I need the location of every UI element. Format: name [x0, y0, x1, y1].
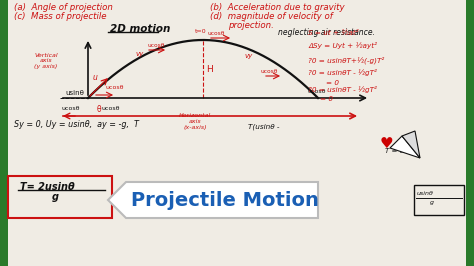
Text: ucosθ: ucosθ: [308, 89, 327, 94]
Text: ucosθ: ucosθ: [148, 43, 165, 48]
Text: T= 2usinθ: T= 2usinθ: [20, 182, 75, 192]
Text: = 0: = 0: [320, 96, 333, 102]
Text: vy: vy: [136, 51, 144, 57]
Text: ?0 = usinθT - ½gT²: ?0 = usinθT - ½gT²: [308, 86, 377, 93]
Text: Sy = 0, Uy = usinθ,  ay = -g,  T: Sy = 0, Uy = usinθ, ay = -g, T: [14, 120, 139, 129]
Text: g: g: [430, 200, 434, 205]
Text: ucosθ: ucosθ: [62, 106, 81, 111]
Text: usinθ: usinθ: [417, 191, 434, 196]
Text: H: H: [206, 64, 213, 73]
Bar: [466, 0, 474, 266]
Text: ucosθ: ucosθ: [102, 106, 120, 111]
Text: u: u: [93, 73, 98, 82]
Text: T = 0: T = 0: [385, 148, 404, 154]
Text: ΔSy = Uyt + ½ayt²: ΔSy = Uyt + ½ayt²: [308, 42, 377, 49]
Text: (b)  Acceleration due to gravity: (b) Acceleration due to gravity: [210, 3, 345, 12]
Text: t=0: t=0: [195, 29, 207, 34]
Text: ?0 = usinθT - ½gT²: ?0 = usinθT - ½gT²: [308, 69, 377, 76]
Text: vy: vy: [245, 53, 253, 59]
Text: 2D motion: 2D motion: [110, 24, 170, 34]
Text: g: g: [52, 192, 59, 202]
Text: usinθ: usinθ: [65, 90, 84, 96]
Text: (a)  Angle of projection: (a) Angle of projection: [14, 3, 113, 12]
Text: ucosθ: ucosθ: [106, 85, 125, 90]
Text: ?0 = usinθT+½(-g)T²: ?0 = usinθT+½(-g)T²: [308, 56, 384, 64]
Text: (d)  magnitude of velocity of: (d) magnitude of velocity of: [210, 12, 333, 21]
Text: = 0: = 0: [308, 80, 339, 86]
Text: neglecting air resistance.: neglecting air resistance.: [278, 28, 375, 37]
Polygon shape: [402, 131, 420, 158]
Bar: [0, 0, 8, 266]
Text: projection.: projection.: [228, 21, 274, 30]
Text: S = ut + ½at²: S = ut + ½at²: [308, 30, 359, 36]
Text: ucosθ: ucosθ: [261, 69, 278, 74]
Text: (c)  Mass of projectile: (c) Mass of projectile: [14, 12, 107, 21]
Text: Vertical
axis
(y axis): Vertical axis (y axis): [34, 53, 58, 69]
Text: Horizontal
axis
(x-axis): Horizontal axis (x-axis): [179, 113, 211, 130]
Text: ♥: ♥: [380, 136, 393, 151]
Text: θ: θ: [97, 105, 101, 114]
Text: ucosθ: ucosθ: [208, 31, 225, 36]
Text: Projectile Motion: Projectile Motion: [131, 190, 319, 210]
Polygon shape: [390, 136, 420, 158]
Polygon shape: [108, 182, 318, 218]
Text: T(usinθ -: T(usinθ -: [248, 124, 280, 131]
